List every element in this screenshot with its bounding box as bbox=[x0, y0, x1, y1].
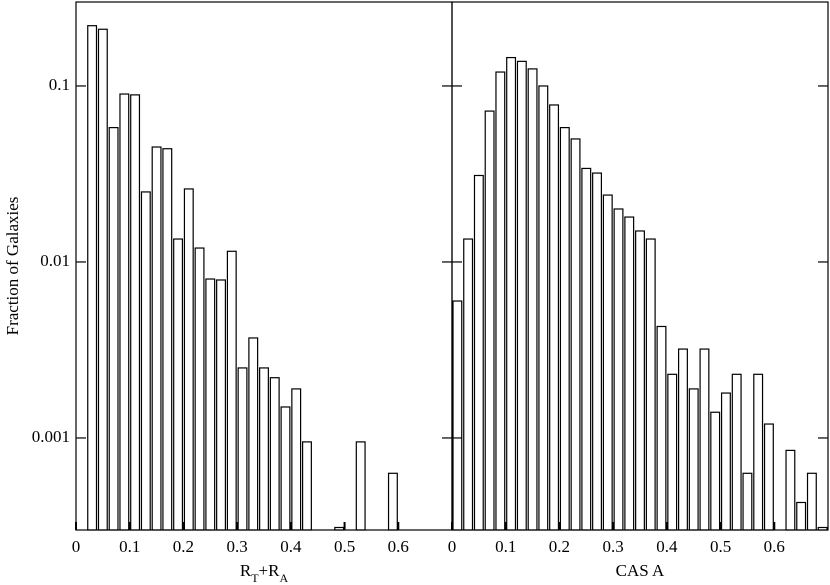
x-tick-label: 0.2 bbox=[173, 537, 194, 556]
x-tick-label: 0.3 bbox=[603, 537, 624, 556]
bar bbox=[280, 406, 291, 531]
bar bbox=[473, 174, 484, 531]
x-axis-label-part: +R bbox=[259, 561, 281, 580]
bar bbox=[516, 60, 527, 531]
bar bbox=[559, 127, 570, 531]
y-tick-label: 0.001 bbox=[32, 427, 70, 446]
bar bbox=[624, 216, 635, 531]
bar bbox=[645, 238, 656, 531]
bar bbox=[495, 71, 506, 531]
bar bbox=[259, 367, 269, 531]
bar bbox=[710, 411, 721, 531]
y-tick-label: 0.1 bbox=[49, 75, 70, 94]
bar bbox=[731, 373, 742, 531]
x-tick-label: 0.6 bbox=[764, 537, 785, 556]
bar bbox=[119, 93, 130, 531]
bar bbox=[355, 441, 366, 531]
bar bbox=[613, 208, 624, 531]
bar bbox=[291, 388, 302, 531]
x-tick-label: 0.5 bbox=[710, 537, 731, 556]
bar bbox=[602, 194, 613, 531]
x-tick-label: 0.1 bbox=[119, 537, 140, 556]
bar bbox=[720, 392, 731, 531]
bar bbox=[216, 279, 227, 531]
bar bbox=[656, 325, 667, 531]
bar bbox=[753, 373, 764, 531]
x-axis-label-part: T bbox=[251, 571, 259, 585]
bar bbox=[108, 127, 119, 531]
bar bbox=[699, 348, 710, 531]
bar bbox=[151, 146, 162, 531]
bar bbox=[688, 388, 699, 531]
bar bbox=[796, 501, 807, 531]
bar bbox=[87, 25, 98, 531]
bar bbox=[162, 148, 173, 531]
bar bbox=[302, 441, 312, 531]
x-axis-label-part: CAS A bbox=[616, 561, 665, 580]
bar bbox=[581, 167, 592, 531]
x-tick-label: 0.6 bbox=[388, 537, 409, 556]
x-tick-label: 0.3 bbox=[227, 537, 248, 556]
bar bbox=[677, 348, 688, 531]
bar bbox=[527, 68, 538, 531]
bar bbox=[248, 337, 259, 531]
y-axis-label: Fraction of Galaxies bbox=[3, 197, 22, 336]
bar bbox=[173, 238, 184, 531]
bar bbox=[549, 104, 560, 531]
bar bbox=[452, 300, 463, 531]
x-tick-label: 0.5 bbox=[334, 537, 355, 556]
bar bbox=[484, 110, 495, 531]
x-tick-label: 0.2 bbox=[549, 537, 570, 556]
bar bbox=[183, 188, 194, 531]
x-tick-label: 0.1 bbox=[495, 537, 516, 556]
x-tick-label: 0 bbox=[72, 537, 81, 556]
bar bbox=[205, 278, 216, 531]
x-axis-label-part: R bbox=[240, 561, 252, 580]
bar bbox=[785, 449, 796, 531]
bar bbox=[194, 247, 205, 531]
bar bbox=[667, 373, 678, 531]
bar bbox=[742, 472, 753, 531]
bar bbox=[592, 172, 603, 531]
bar bbox=[570, 138, 581, 531]
bar bbox=[130, 94, 141, 531]
x-axis-label-part: A bbox=[279, 571, 288, 585]
bar bbox=[506, 56, 517, 531]
x-tick-label: 0.4 bbox=[656, 537, 678, 556]
y-tick-label: 0.01 bbox=[40, 251, 70, 270]
x-tick-label: 0.4 bbox=[280, 537, 302, 556]
x-axis-label: RT+RA bbox=[240, 561, 289, 585]
x-axis-label: CAS A bbox=[616, 561, 665, 580]
bar bbox=[763, 423, 774, 531]
x-tick-label: 0 bbox=[448, 537, 457, 556]
bar bbox=[269, 377, 280, 531]
bar bbox=[140, 191, 151, 531]
bar bbox=[226, 250, 237, 531]
bar bbox=[463, 238, 474, 531]
bar bbox=[387, 472, 398, 531]
bar bbox=[97, 28, 108, 531]
bar bbox=[237, 367, 248, 531]
panel-frame bbox=[451, 1, 829, 531]
bar bbox=[806, 472, 817, 531]
bar bbox=[538, 85, 549, 531]
bar bbox=[635, 230, 645, 531]
